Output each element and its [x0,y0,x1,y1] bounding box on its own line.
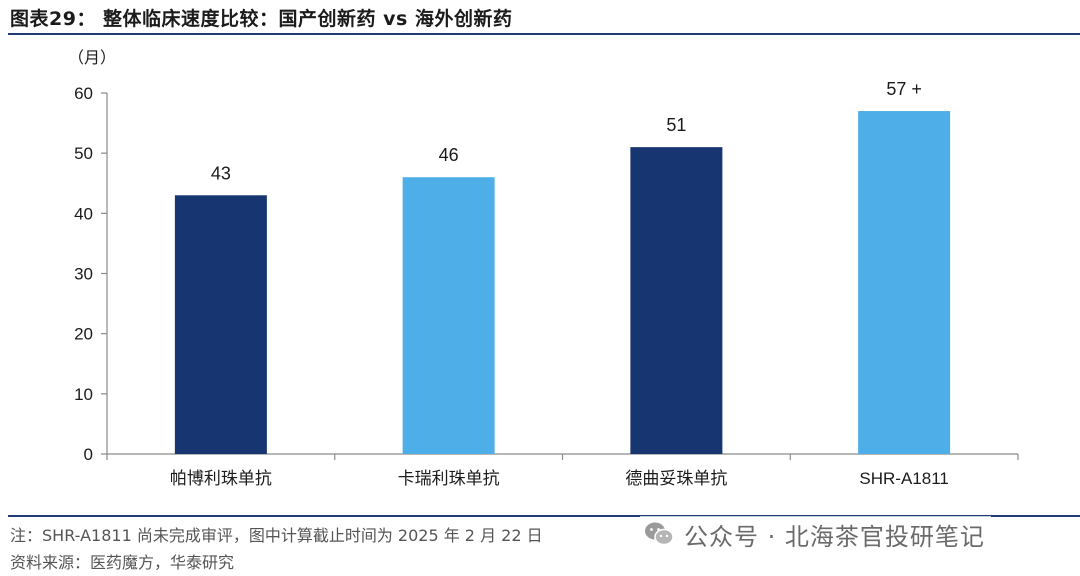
x-tick-label: 德曲妥珠单抗 [625,469,727,489]
bar-value-label: 51 [666,115,686,135]
title-divider [8,33,1080,35]
wechat-icon [645,522,674,546]
y-tick-label: 60 [74,84,93,103]
y-tick-label: 0 [84,445,93,464]
y-tick-label: 20 [74,325,93,344]
x-tick-label: 帕博利珠单抗 [170,469,272,489]
x-axis: 帕博利珠单抗 卡瑞利珠单抗 德曲妥珠单抗 SHR-A1811 [106,453,1019,489]
bar-chart: （月） 0 10 20 30 40 50 60 帕博利珠单抗 卡瑞利珠单抗 德曲妥珠单抗 SHR-… [68,48,1019,489]
bar [174,195,267,455]
y-tick-label: 10 [74,385,93,404]
watermark-text: 公众号 · 北海茶官投研笔记 [684,522,985,551]
bar [630,147,723,454]
x-tick-label: SHR-A1811 [859,469,948,488]
y-tick-label: 50 [74,144,93,163]
y-axis-unit-label: （月） [68,48,116,67]
bar [858,111,951,455]
footer-divider [8,515,1080,517]
y-tick-label: 30 [74,265,93,284]
figure-title: 图表29： 整体临床速度比较：国产创新药 vs 海外创新药 [10,8,513,30]
bars [174,111,951,455]
y-tick-label: 40 [74,204,93,223]
watermark: 公众号 · 北海茶官投研笔记 [640,516,991,552]
data-labels: 43 46 51 57 + [211,79,922,183]
x-tick-label: 卡瑞利珠单抗 [398,469,500,489]
chart-source: 资料来源：医药魔方，华泰研究 [10,553,235,572]
y-axis: 0 10 20 30 40 50 60 [74,84,108,464]
chart-note: 注：SHR-A1811 尚未完成审评，图中计算截止时间为 2025 年 2 月 … [10,526,543,545]
bar-value-label: 46 [439,145,459,165]
bar [402,177,495,454]
bar-value-label: 57 + [886,79,922,99]
bar-value-label: 43 [211,163,231,183]
